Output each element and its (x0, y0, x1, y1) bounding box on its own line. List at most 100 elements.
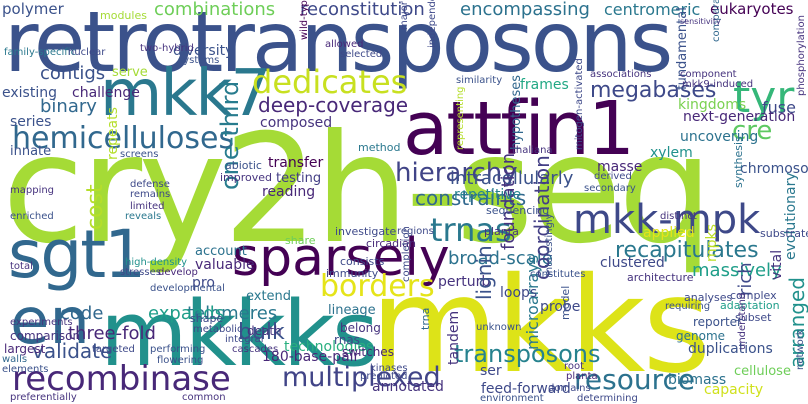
word-sequencing: secondary (584, 183, 636, 194)
word-regions: distinct (660, 211, 697, 222)
word-annotated: ser (480, 363, 502, 379)
word-planta-2: developmental (150, 283, 225, 294)
word-integral: metabolic (193, 324, 243, 335)
word-transposons: transposons (454, 340, 601, 368)
word-wild-type: major (399, 1, 410, 30)
word-evolutionary: vital (769, 249, 785, 280)
word-bulk: cost (83, 184, 108, 230)
word-sensitivity: phosphorylation (796, 15, 807, 96)
word-family-specific: evolutionary (783, 172, 799, 260)
word-flowering: cascades (232, 344, 279, 355)
word-contigs: contigs (40, 63, 106, 84)
word-broad-scale: three-fold (68, 323, 156, 344)
word-frames: repetitive (454, 187, 522, 203)
word-performing: targeted (92, 344, 135, 355)
word-code: expands (148, 303, 225, 324)
word-hypotheses: repeats (105, 107, 121, 160)
word-sparsely: sparsely (232, 228, 450, 288)
word-shape: switches (342, 345, 394, 359)
word-independent: wild-type (299, 0, 310, 40)
word-improved: abiotic (225, 159, 262, 172)
word-environment: predicted (360, 371, 408, 382)
word-architecture: constitutes (530, 269, 586, 280)
word-sgt1: sgt1 (8, 216, 146, 293)
word-megabases: megabases (590, 78, 717, 103)
word-enriched: reveals (125, 211, 162, 222)
word-trna: lignin (472, 245, 496, 300)
word-elements: walls (2, 354, 28, 365)
word-abiotic: circadian (366, 237, 416, 250)
word-modules: systems (178, 55, 220, 66)
word-remains: defense (130, 179, 170, 190)
word-reconstitution: reconstitution (300, 0, 425, 20)
word-understand: subset (735, 311, 772, 324)
word-defense: screens (120, 149, 159, 160)
word-death: integral (225, 334, 264, 345)
word-preferentially: determining (577, 393, 638, 404)
word-foundation: validate (32, 339, 113, 363)
word-selected: allowed (325, 39, 364, 50)
word-innate: account (195, 244, 247, 259)
word-rich: fuse (762, 98, 796, 117)
word-cre: cre (732, 116, 773, 146)
word-predicted: kinases (370, 363, 408, 374)
word-root: planta (566, 371, 598, 382)
word-nuclear: family-specific (4, 47, 77, 58)
word-derived: thaliana (512, 145, 553, 156)
word-phosphorylation: interestingly (544, 213, 555, 276)
word-comparison: experiments (10, 317, 73, 328)
word-high-density: total (10, 261, 33, 272)
word-retrotransposons: retrotransposons (4, 0, 673, 91)
word-domains: requiring (665, 301, 711, 312)
word-model: domains (548, 383, 591, 394)
word-tyr: tyr (733, 72, 795, 123)
word-analyses: complex (730, 289, 777, 302)
word-allowed: modules (100, 9, 147, 22)
word-one-third: constraints (415, 186, 527, 210)
word-mkk7: mkk7 (100, 57, 271, 131)
word-180-base-pair: technologies (284, 339, 374, 355)
word-extend: valuable (195, 257, 255, 273)
word-share: develop (158, 267, 198, 278)
word-biomass: duplications (688, 341, 773, 357)
word-completion: trna (419, 307, 432, 330)
word-vital: diversity (173, 43, 234, 59)
word-circadian: investigate (335, 225, 397, 238)
word-hemicelluloses: hemicelluloses (12, 121, 235, 156)
word-loops: lineage (328, 303, 376, 318)
word-polymer: polymer (2, 0, 64, 18)
word-investigate: synthesis (732, 136, 745, 188)
word-constitutes: immunity (326, 267, 379, 280)
word-repeats: reading (262, 184, 316, 200)
word-fundamental: hypotheses (509, 74, 524, 150)
word-experiments: network (795, 329, 806, 370)
word-planta: regions (397, 226, 434, 237)
word-tandem: genome (676, 329, 726, 343)
word-similarity: mkk9-induced (682, 79, 754, 90)
word-distinct: sequencing (486, 204, 550, 217)
word-uncovering: next-generation (683, 109, 796, 125)
word-en: en (10, 285, 90, 359)
word-composed: serve (112, 65, 148, 80)
word-technologies: mpks (704, 224, 720, 262)
word-validate: code (60, 303, 104, 324)
word-expands: telomeres (187, 303, 278, 324)
word-perturb: loops (500, 285, 538, 301)
word-lineage: probe (540, 299, 581, 315)
word-kinases: flowering (157, 355, 204, 366)
word-telomeres: massively (692, 260, 782, 281)
word-genome: cellulose (734, 364, 791, 379)
word-cellulose: capacity (704, 382, 764, 398)
word-substrates: planta (484, 225, 519, 238)
word-complex: architecture (627, 271, 694, 284)
word-xylem: uncovering (680, 129, 759, 145)
word-stresses: high-density (125, 257, 188, 268)
word-deep-coverage: deep-coverage (258, 93, 409, 117)
word-synthesis: substrates (760, 227, 808, 240)
word-associations: component (680, 69, 737, 80)
word-feed-forward: annotated (372, 379, 444, 395)
word-interestingly: completion (401, 226, 412, 282)
word-trnas: trnas (430, 211, 512, 249)
word-mitogen-activated: sensitivity (680, 17, 721, 26)
word-borders: borders (320, 269, 435, 304)
